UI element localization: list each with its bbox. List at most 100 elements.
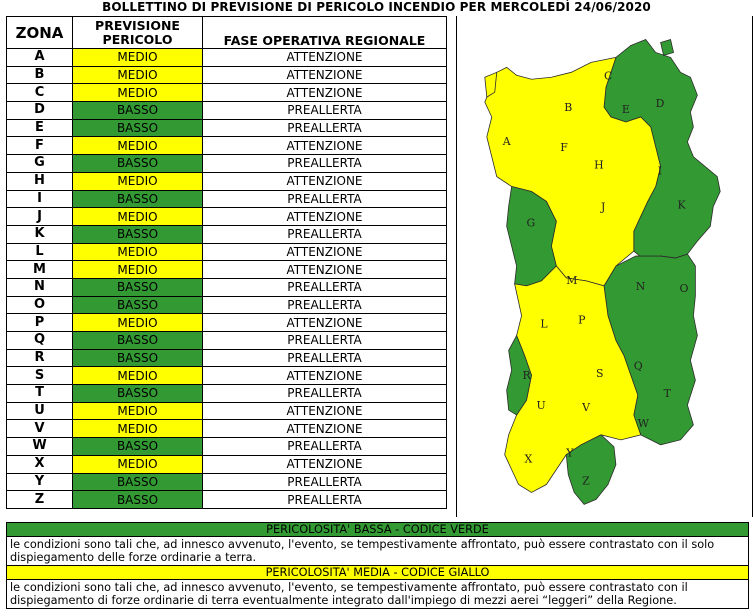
map-zone-green-sw: [506, 334, 532, 416]
header-zona: ZONA: [6, 16, 73, 49]
map-label-y: Y: [565, 447, 574, 460]
pericolo-cell: BASSO: [72, 348, 203, 368]
fase-cell: ATTENZIONE: [202, 419, 447, 439]
table-row: J MEDIO ATTENZIONE: [6, 207, 447, 226]
header-fase: FASE OPERATIVA REGIONALE: [202, 16, 447, 49]
legend-media-text: le condizioni sono tali che, ad innesco …: [7, 580, 748, 608]
map-label-t: T: [664, 387, 672, 400]
pericolo-cell: BASSO: [72, 224, 203, 244]
fase-cell: ATTENZIONE: [202, 83, 447, 103]
pericolo-cell: MEDIO: [72, 242, 203, 262]
pericolo-cell: MEDIO: [72, 401, 203, 421]
map-label-x: X: [525, 453, 533, 466]
table-row: Z BASSO PREALLERTA: [6, 490, 447, 509]
zone-cell: Z: [6, 490, 73, 509]
fase-cell: ATTENZIONE: [202, 401, 447, 421]
pericolo-cell: BASSO: [72, 277, 203, 297]
pericolo-cell: MEDIO: [72, 171, 203, 191]
pericolo-cell: BASSO: [72, 472, 203, 492]
map-label-a: A: [502, 135, 511, 148]
fase-cell: PREALLERTA: [202, 277, 447, 297]
fase-cell: ATTENZIONE: [202, 207, 447, 226]
zone-cell: N: [6, 277, 73, 297]
zone-cell: M: [6, 260, 73, 279]
sardinia-map: A B C D E F G H I J K L M N O P Q R S T …: [456, 16, 753, 517]
header-previsione-line1: PREVISIONE: [95, 17, 180, 33]
fase-cell: PREALLERTA: [202, 331, 447, 350]
zone-cell: S: [6, 366, 73, 386]
map-island-nw: [484, 71, 498, 98]
zone-cell: L: [6, 242, 73, 262]
table-row: B MEDIO ATTENZIONE: [6, 65, 447, 85]
fase-cell: PREALLERTA: [202, 224, 447, 244]
map-label-f: F: [560, 141, 568, 154]
map-label-s: S: [596, 367, 603, 380]
table-row: W BASSO PREALLERTA: [6, 437, 447, 456]
fase-cell: ATTENZIONE: [202, 48, 447, 67]
map-label-q: Q: [634, 359, 643, 372]
zones-table: ZONA PREVISIONE PERICOLO FASE OPERATIVA …: [6, 16, 447, 509]
pericolo-cell: BASSO: [72, 295, 203, 315]
fase-cell: PREALLERTA: [202, 384, 447, 403]
table-row: L MEDIO ATTENZIONE: [6, 242, 447, 262]
zone-cell: B: [6, 65, 73, 85]
fase-cell: PREALLERTA: [202, 295, 447, 315]
zone-cell: Y: [6, 472, 73, 492]
map-island-ne: [660, 39, 675, 56]
map-label-l: L: [540, 318, 547, 331]
fase-cell: PREALLERTA: [202, 472, 447, 492]
fase-cell: ATTENZIONE: [202, 136, 447, 156]
zone-cell: F: [6, 136, 73, 156]
pericolo-cell: BASSO: [72, 490, 203, 509]
table-row: D BASSO PREALLERTA: [6, 101, 447, 120]
fase-cell: PREALLERTA: [202, 490, 447, 509]
zones-table-body: A MEDIO ATTENZIONE B MEDIO ATTENZIONE C MEDIO AT…: [6, 48, 447, 509]
map-label-j: J: [600, 200, 605, 213]
zone-cell: O: [6, 295, 73, 315]
table-row: M MEDIO ATTENZIONE: [6, 260, 447, 279]
pericolo-cell: MEDIO: [72, 313, 203, 332]
table-row: A MEDIO ATTENZIONE: [6, 48, 447, 67]
pericolo-cell: MEDIO: [72, 83, 203, 103]
map-label-h: H: [594, 159, 604, 172]
table-row: C MEDIO ATTENZIONE: [6, 83, 447, 103]
map-zone-green-south: [565, 434, 617, 505]
pericolo-cell: MEDIO: [72, 260, 203, 279]
table-row: H MEDIO ATTENZIONE: [6, 171, 447, 191]
pericolo-cell: BASSO: [72, 331, 203, 350]
fase-cell: PREALLERTA: [202, 154, 447, 173]
table-row: O BASSO PREALLERTA: [6, 295, 447, 315]
table-row: X MEDIO ATTENZIONE: [6, 454, 447, 474]
map-label-z: Z: [582, 475, 590, 488]
fase-cell: PREALLERTA: [202, 189, 447, 209]
zone-cell: I: [6, 189, 73, 209]
zone-cell: A: [6, 48, 73, 67]
pericolo-cell: MEDIO: [72, 65, 203, 85]
zone-cell: R: [6, 348, 73, 368]
zone-cell: X: [6, 454, 73, 474]
map-label-u: U: [536, 399, 545, 412]
zone-cell: H: [6, 171, 73, 191]
table-row: K BASSO PREALLERTA: [6, 224, 447, 244]
pericolo-cell: MEDIO: [72, 48, 203, 67]
zone-cell: Q: [6, 331, 73, 350]
fase-cell: ATTENZIONE: [202, 65, 447, 85]
zone-cell: C: [6, 83, 73, 103]
fase-cell: ATTENZIONE: [202, 454, 447, 474]
legend-bassa-title: PERICOLOSITA' BASSA - CODICE VERDE: [7, 523, 748, 537]
table-row: P MEDIO ATTENZIONE: [6, 313, 447, 332]
map-label-m: M: [566, 274, 577, 287]
table-row: N BASSO PREALLERTA: [6, 277, 447, 297]
zone-cell: V: [6, 419, 73, 439]
map-label-n: N: [636, 280, 646, 293]
fase-cell: ATTENZIONE: [202, 242, 447, 262]
pericolo-cell: BASSO: [72, 384, 203, 403]
map-label-r: R: [523, 369, 532, 382]
pericolo-cell: BASSO: [72, 154, 203, 173]
pericolo-cell: MEDIO: [72, 207, 203, 226]
map-label-d: D: [656, 97, 665, 110]
zone-cell: P: [6, 313, 73, 332]
pericolo-cell: MEDIO: [72, 136, 203, 156]
fase-cell: ATTENZIONE: [202, 366, 447, 386]
map-label-o: O: [679, 282, 688, 295]
